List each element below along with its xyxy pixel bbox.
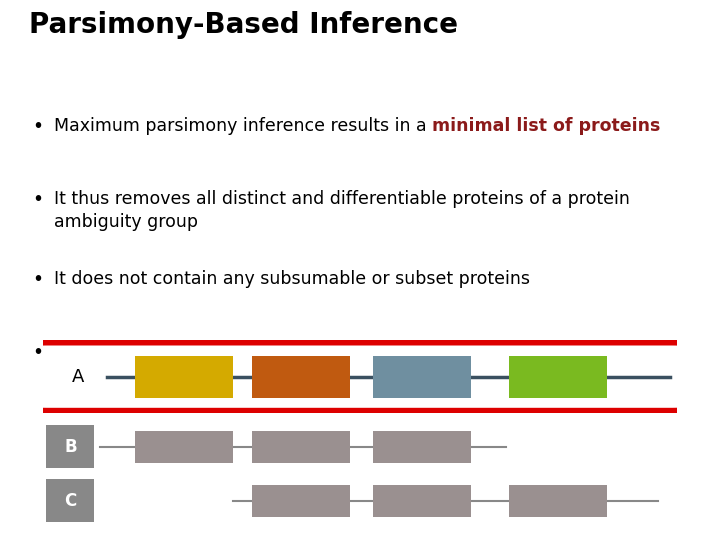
Bar [252, 485, 351, 517]
Text: •: • [32, 342, 43, 362]
Bar [46, 426, 94, 468]
Text: minimal list of proteins: minimal list of proteins [432, 117, 660, 134]
Bar [373, 485, 471, 517]
Bar [509, 355, 607, 398]
Text: •: • [32, 117, 43, 136]
Text: It thus removes all distinct and differentiable proteins of a protein
ambiguity : It thus removes all distinct and differe… [54, 190, 630, 231]
Text: Maximum parsimony inference results in a: Maximum parsimony inference results in a [54, 117, 432, 134]
Bar [135, 431, 233, 463]
Text: In the previous example, A would be sufficient to explain the
observed peptides,: In the previous example, A would be suff… [54, 342, 585, 384]
FancyBboxPatch shape [37, 342, 682, 411]
Text: It does not contain any subsumable or subset proteins: It does not contain any subsumable or su… [54, 270, 530, 288]
Bar [373, 355, 471, 398]
Text: •: • [32, 190, 43, 208]
Bar [46, 480, 94, 522]
Bar [373, 431, 471, 463]
Bar [509, 485, 607, 517]
Text: A: A [72, 368, 84, 386]
Text: B: B [64, 438, 77, 456]
Text: •: • [32, 270, 43, 289]
Bar [135, 355, 233, 398]
Text: Parsimony-Based Inference: Parsimony-Based Inference [29, 11, 458, 39]
Text: C: C [64, 492, 76, 510]
Bar [252, 431, 351, 463]
Bar [252, 355, 351, 398]
